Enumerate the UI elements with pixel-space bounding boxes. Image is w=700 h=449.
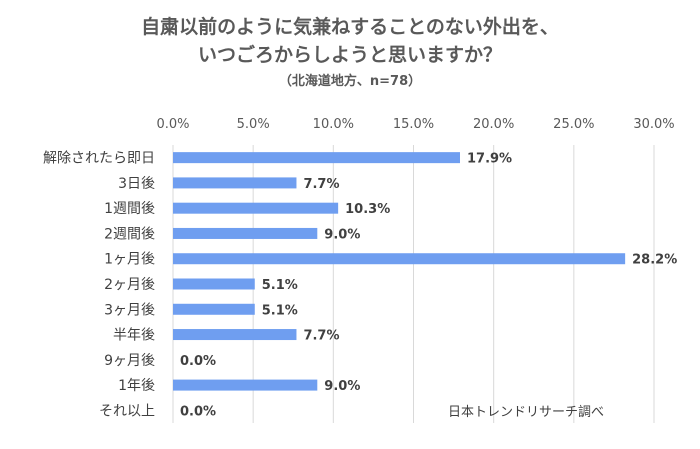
category-label: 半年後 — [113, 328, 155, 344]
bar — [173, 227, 318, 239]
source-note: 日本トレンドリサーチ調べ — [448, 405, 605, 420]
bar — [173, 177, 297, 189]
category-label: 1年後 — [118, 378, 155, 394]
data-label: 0.0% — [180, 404, 216, 419]
data-label: 17.9% — [467, 152, 512, 167]
x-tick-label: 10.0% — [313, 117, 354, 132]
bar — [173, 303, 255, 315]
x-tick-label: 25.0% — [553, 117, 594, 132]
x-tick-label: 15.0% — [393, 117, 434, 132]
data-label: 9.0% — [324, 379, 360, 394]
data-label: 0.0% — [180, 354, 216, 369]
data-label: 5.1% — [262, 278, 298, 293]
bar — [173, 278, 255, 290]
bar — [173, 152, 460, 164]
data-label: 10.3% — [345, 202, 390, 217]
chart-title-line2: いつごろからしようと思いますか？ — [197, 44, 502, 66]
bar — [173, 329, 297, 341]
category-label: 3ヶ月後 — [104, 302, 155, 318]
data-label: 9.0% — [324, 227, 360, 242]
data-label: 7.7% — [303, 329, 339, 344]
data-label: 5.1% — [262, 303, 298, 318]
bar — [173, 379, 318, 391]
x-tick-label: 5.0% — [237, 117, 270, 132]
chart-title-line1: 自粛以前のように気兼ねすることのない外出を、 — [141, 16, 559, 38]
category-label: 3日後 — [118, 176, 155, 192]
bar — [173, 253, 626, 265]
x-tick-label: 30.0% — [633, 117, 674, 132]
category-label: 2ヶ月後 — [104, 277, 155, 293]
x-tick-label: 0.0% — [156, 117, 189, 132]
data-label: 28.2% — [632, 253, 677, 268]
category-label: それ以上 — [99, 403, 155, 419]
chart-subtitle: （北海道地方、n=78） — [278, 74, 422, 89]
x-tick-label: 20.0% — [473, 117, 514, 132]
data-label: 7.7% — [303, 177, 339, 192]
category-label: 1週間後 — [104, 201, 155, 217]
category-label: 1ヶ月後 — [104, 252, 155, 268]
category-label: 2週間後 — [104, 226, 155, 242]
category-label: 9ヶ月後 — [104, 353, 155, 369]
category-label: 解除されたら即日 — [43, 151, 155, 167]
bar — [173, 202, 339, 214]
